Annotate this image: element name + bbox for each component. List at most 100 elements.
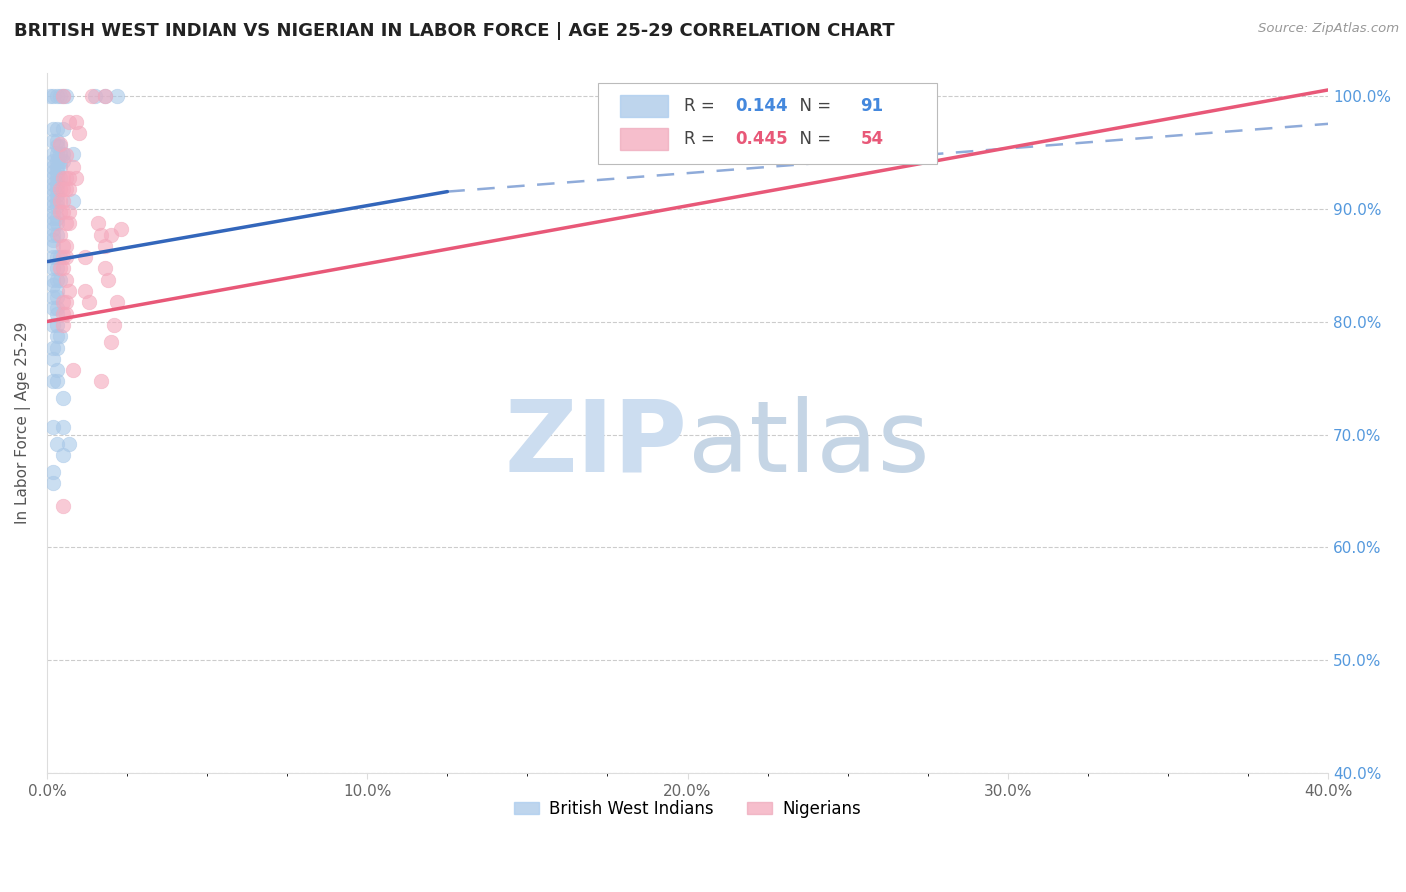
Text: 91: 91	[860, 97, 883, 115]
Point	[42, 122, 65, 136]
Point	[42, 134, 65, 148]
Point	[45, 147, 67, 161]
FancyBboxPatch shape	[620, 95, 668, 117]
Point	[42, 476, 65, 491]
Point	[45, 171, 67, 186]
Point	[45, 290, 67, 304]
Point	[45, 307, 67, 321]
Point	[62, 194, 84, 208]
Point	[45, 273, 67, 287]
Point	[49, 261, 72, 276]
Point	[52, 239, 75, 253]
Point	[45, 88, 67, 103]
Point	[49, 182, 72, 196]
Point	[45, 160, 67, 174]
Point	[49, 250, 72, 264]
Point	[45, 165, 67, 179]
Point	[42, 177, 65, 191]
Point	[42, 188, 65, 202]
Point	[52, 307, 75, 321]
Point	[45, 211, 67, 225]
Point	[52, 250, 75, 264]
Point	[42, 182, 65, 196]
Point	[45, 199, 67, 213]
Point	[55, 295, 77, 310]
Point	[49, 154, 72, 169]
Text: N =: N =	[789, 97, 837, 115]
Point	[75, 284, 97, 298]
Point	[49, 160, 72, 174]
Point	[52, 419, 75, 434]
Point	[103, 318, 125, 332]
Point	[42, 194, 65, 208]
Point	[42, 261, 65, 276]
Point	[45, 375, 67, 389]
Point	[67, 126, 90, 140]
Point	[42, 165, 65, 179]
Point	[65, 171, 87, 186]
Point	[58, 171, 80, 186]
Point	[45, 194, 67, 208]
Point	[45, 341, 67, 355]
Point	[42, 375, 65, 389]
Point	[58, 284, 80, 298]
Point	[84, 88, 107, 103]
Point	[42, 233, 65, 247]
Point	[52, 122, 75, 136]
Point	[42, 171, 65, 186]
Point	[52, 392, 75, 406]
Point	[42, 351, 65, 366]
Point	[49, 227, 72, 242]
Point	[45, 154, 67, 169]
Point	[42, 341, 65, 355]
Point	[52, 171, 75, 186]
Point	[52, 154, 75, 169]
Point	[55, 216, 77, 230]
Point	[110, 222, 132, 236]
Point	[45, 227, 67, 242]
Point	[52, 147, 75, 161]
Point	[42, 160, 65, 174]
Point	[58, 182, 80, 196]
Point	[42, 465, 65, 479]
Point	[42, 222, 65, 236]
Point	[55, 171, 77, 186]
Point	[45, 363, 67, 377]
Point	[52, 88, 75, 103]
Point	[42, 147, 65, 161]
Point	[42, 154, 65, 169]
Point	[58, 216, 80, 230]
Point	[45, 122, 67, 136]
Point	[93, 88, 115, 103]
Point	[90, 375, 112, 389]
Text: R =: R =	[683, 130, 720, 148]
Point	[42, 301, 65, 315]
Point	[42, 250, 65, 264]
Point	[42, 199, 65, 213]
Point	[55, 307, 77, 321]
Point	[52, 194, 75, 208]
Point	[45, 329, 67, 343]
Text: atlas: atlas	[688, 396, 929, 492]
Point	[45, 261, 67, 276]
Point	[49, 329, 72, 343]
Point	[49, 137, 72, 152]
Point	[55, 148, 77, 162]
Point	[62, 363, 84, 377]
Point	[45, 318, 67, 332]
Point	[58, 114, 80, 128]
Point	[62, 147, 84, 161]
Point	[45, 301, 67, 315]
Point	[45, 177, 67, 191]
Point	[42, 278, 65, 293]
FancyBboxPatch shape	[598, 84, 938, 164]
Point	[77, 295, 100, 310]
Text: N =: N =	[789, 130, 837, 148]
Point	[55, 250, 77, 264]
Legend: British West Indians, Nigerians: British West Indians, Nigerians	[508, 793, 868, 824]
Point	[49, 205, 72, 219]
Text: 0.445: 0.445	[735, 130, 787, 148]
Point	[49, 139, 72, 153]
Point	[52, 205, 75, 219]
Text: R =: R =	[683, 97, 720, 115]
